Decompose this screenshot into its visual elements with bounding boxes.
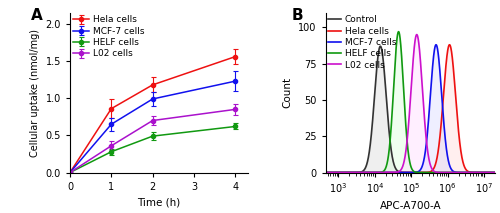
Y-axis label: Count: Count: [283, 77, 293, 108]
Legend: Hela cells, MCF-7 cells, HELF cells, L02 cells: Hela cells, MCF-7 cells, HELF cells, L02…: [72, 16, 144, 58]
X-axis label: Time (h): Time (h): [137, 197, 180, 207]
Hela cells: [349, 171, 355, 174]
L02 cells: [395, 171, 401, 173]
MCF-7 cells: [476, 171, 482, 174]
MCF-7 cells: [433, 43, 439, 46]
MCF-7 cells: [338, 171, 344, 174]
Line: MCF-7 cells: MCF-7 cells: [320, 45, 500, 173]
Control: [395, 170, 401, 173]
Line: L02 cells: L02 cells: [320, 35, 500, 173]
Control: [378, 45, 384, 47]
L02 cells: [318, 171, 324, 174]
MCF-7 cells: [387, 171, 393, 174]
Control: [387, 141, 393, 143]
HELF cells: [396, 30, 402, 33]
Control: [338, 171, 344, 174]
Line: Hela cells: Hela cells: [320, 45, 500, 173]
Y-axis label: Cellular uptake (nmol/mg): Cellular uptake (nmol/mg): [30, 29, 40, 157]
Legend: Control, Hela cells, MCF-7 cells, HELF cells, L02 cells: Control, Hela cells, MCF-7 cells, HELF c…: [328, 16, 396, 69]
Hela cells: [387, 171, 393, 174]
HELF cells: [496, 171, 500, 174]
Hela cells: [496, 171, 500, 174]
HELF cells: [338, 171, 344, 174]
MCF-7 cells: [395, 171, 401, 174]
MCF-7 cells: [496, 171, 500, 174]
L02 cells: [476, 171, 482, 174]
L02 cells: [338, 171, 344, 174]
Control: [318, 171, 324, 174]
Control: [496, 171, 500, 174]
L02 cells: [496, 171, 500, 174]
X-axis label: APC-A700-A: APC-A700-A: [380, 201, 441, 211]
MCF-7 cells: [349, 171, 355, 174]
HELF cells: [318, 171, 324, 174]
Control: [476, 171, 482, 174]
Hela cells: [318, 171, 324, 174]
MCF-7 cells: [318, 171, 324, 174]
Control: [349, 171, 355, 174]
L02 cells: [414, 33, 420, 36]
Hela cells: [476, 171, 482, 174]
HELF cells: [395, 31, 401, 34]
Line: HELF cells: HELF cells: [320, 32, 500, 173]
Hela cells: [446, 43, 452, 46]
HELF cells: [387, 139, 393, 142]
L02 cells: [387, 171, 393, 174]
Hela cells: [395, 171, 401, 174]
HELF cells: [476, 171, 482, 174]
L02 cells: [349, 171, 355, 174]
Line: Control: Control: [320, 46, 500, 173]
Text: A: A: [31, 8, 42, 23]
Text: B: B: [292, 8, 304, 23]
HELF cells: [349, 171, 355, 174]
Hela cells: [338, 171, 344, 174]
